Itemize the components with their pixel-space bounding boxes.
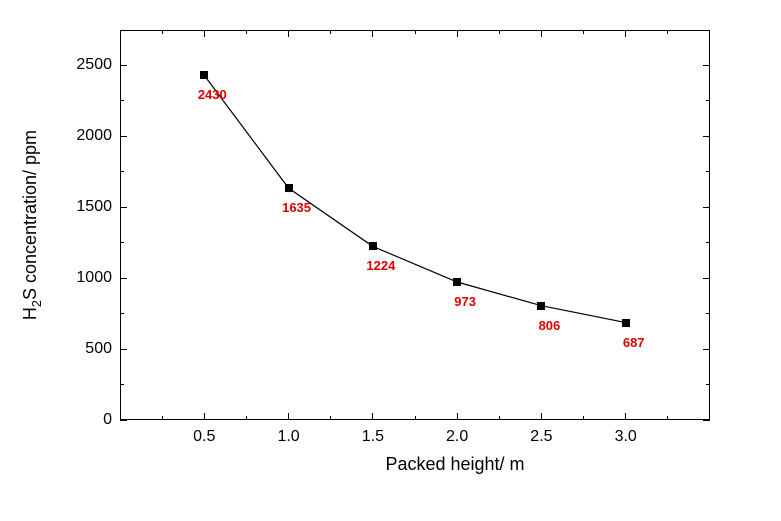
data-marker xyxy=(453,278,461,286)
series-line xyxy=(204,75,625,322)
y-minor-tick xyxy=(120,100,124,101)
x-minor-tick-top xyxy=(246,30,247,34)
y-minor-tick-right xyxy=(706,171,710,172)
y-minor-tick-right xyxy=(706,100,710,101)
y-minor-tick-right xyxy=(706,384,710,385)
x-tick-top xyxy=(204,30,205,37)
y-minor-tick xyxy=(120,242,124,243)
data-label: 806 xyxy=(539,318,561,333)
x-tick xyxy=(541,413,542,420)
x-tick-top xyxy=(372,30,373,37)
x-tick xyxy=(372,413,373,420)
y-tick-right xyxy=(703,420,710,421)
y-minor-tick-right xyxy=(706,313,710,314)
y-tick xyxy=(120,420,127,421)
data-marker xyxy=(537,302,545,310)
y-tick xyxy=(120,207,127,208)
y-minor-tick-right xyxy=(706,242,710,243)
y-tick-right xyxy=(703,136,710,137)
x-tick-label: 2.5 xyxy=(530,428,552,446)
y-minor-tick xyxy=(120,313,124,314)
x-tick-top xyxy=(288,30,289,37)
x-tick-label: 0.5 xyxy=(193,428,215,446)
chart-container: 0.5 1.0 1.5 2.0 2.5 3.0 0 500 1000 1500 2000 2500 24… xyxy=(0,0,781,521)
y-tick-label: 0 xyxy=(70,411,112,429)
x-minor-tick-top xyxy=(583,30,584,34)
x-minor-tick xyxy=(583,416,584,420)
x-tick-top xyxy=(625,30,626,37)
data-label: 687 xyxy=(623,335,645,350)
x-tick xyxy=(288,413,289,420)
data-marker xyxy=(369,242,377,250)
y-minor-tick xyxy=(120,384,124,385)
data-marker xyxy=(285,184,293,192)
y-axis-title: H2S concentration/ ppm xyxy=(20,130,44,320)
y-tick xyxy=(120,65,127,66)
x-minor-tick xyxy=(246,416,247,420)
y-tick-label: 1000 xyxy=(70,269,112,287)
data-marker xyxy=(200,71,208,79)
x-minor-tick-top xyxy=(499,30,500,34)
data-label: 1224 xyxy=(366,258,395,273)
x-tick-label: 1.5 xyxy=(362,428,384,446)
x-minor-tick-top xyxy=(330,30,331,34)
x-minor-tick xyxy=(667,416,668,420)
x-tick-label: 2.0 xyxy=(446,428,468,446)
x-minor-tick xyxy=(330,416,331,420)
y-tick xyxy=(120,278,127,279)
data-label: 973 xyxy=(454,294,476,309)
data-label: 2430 xyxy=(198,87,227,102)
x-minor-tick xyxy=(415,416,416,420)
y-tick-right xyxy=(703,207,710,208)
x-minor-tick-top xyxy=(415,30,416,34)
y-minor-tick xyxy=(120,171,124,172)
data-marker xyxy=(622,319,630,327)
x-tick xyxy=(204,413,205,420)
y-tick-label: 2000 xyxy=(70,127,112,145)
x-tick-label: 1.0 xyxy=(277,428,299,446)
x-tick-top xyxy=(457,30,458,37)
y-tick-right xyxy=(703,349,710,350)
x-tick xyxy=(625,413,626,420)
x-tick xyxy=(457,413,458,420)
y-tick-label: 500 xyxy=(70,340,112,358)
x-minor-tick xyxy=(162,416,163,420)
y-tick-right xyxy=(703,278,710,279)
y-tick-right xyxy=(703,65,710,66)
x-minor-tick-top xyxy=(667,30,668,34)
x-minor-tick-top xyxy=(162,30,163,34)
x-tick-top xyxy=(541,30,542,37)
x-minor-tick xyxy=(499,416,500,420)
x-tick-label: 3.0 xyxy=(615,428,637,446)
y-tick xyxy=(120,136,127,137)
y-tick-label: 2500 xyxy=(70,56,112,74)
y-tick xyxy=(120,349,127,350)
x-axis-title: Packed height/ m xyxy=(385,454,524,475)
data-label: 1635 xyxy=(282,200,311,215)
y-tick-label: 1500 xyxy=(70,198,112,216)
